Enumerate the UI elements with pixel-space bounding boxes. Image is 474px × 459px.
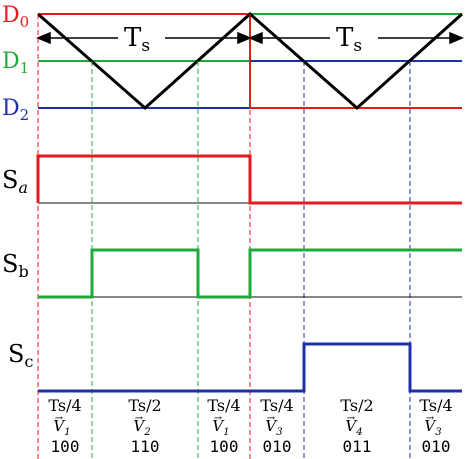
interval-state: 100: [210, 437, 239, 456]
interval-vector: V3: [265, 417, 282, 438]
interval-duration: Ts/2: [128, 396, 161, 415]
sb-label: Sb: [2, 250, 29, 281]
interval-duration: Ts/4: [207, 396, 240, 415]
sa-waveform: [36, 154, 462, 205]
interval-state: 010: [422, 437, 451, 456]
period-arrow-2: [248, 31, 464, 45]
period-arrow-1: [36, 31, 252, 45]
interval-vector: V1: [53, 417, 70, 438]
period-label-2: Ts: [336, 23, 362, 56]
interval-vector: V3: [424, 417, 441, 438]
sc-waveform: [38, 342, 462, 393]
sa-label: Sa: [2, 166, 28, 197]
interval-state: 110: [131, 437, 160, 456]
vector-arrow: →: [214, 413, 223, 424]
interval-state: 010: [263, 437, 292, 456]
interval-state: 100: [51, 437, 80, 456]
interval-table: Ts/4 V1 → 100 Ts/2 V2 → 110 Ts/4 V1 → 10…: [48, 396, 452, 456]
interval-duration: Ts/2: [340, 396, 373, 415]
d2-label: D2: [2, 96, 29, 124]
interval-vector: V1: [212, 417, 229, 438]
interval-duration: Ts/4: [419, 396, 452, 415]
period-label-1: Ts: [124, 23, 150, 56]
sc-label: Sc: [8, 340, 33, 371]
vector-arrow: →: [347, 413, 356, 424]
interval-vector: V2: [133, 417, 150, 438]
interval-duration: Ts/4: [48, 396, 81, 415]
interval-duration: Ts/4: [260, 396, 293, 415]
d1-label: D1: [2, 49, 29, 77]
vector-arrow: →: [55, 413, 64, 424]
interval-state: 011: [343, 437, 372, 456]
interval-vector: V4: [345, 417, 362, 438]
d0-label: D0: [2, 3, 29, 31]
vector-arrow: →: [426, 413, 435, 424]
vector-arrow: →: [135, 413, 144, 424]
sb-waveform: [38, 248, 462, 299]
vector-arrow: →: [267, 413, 276, 424]
